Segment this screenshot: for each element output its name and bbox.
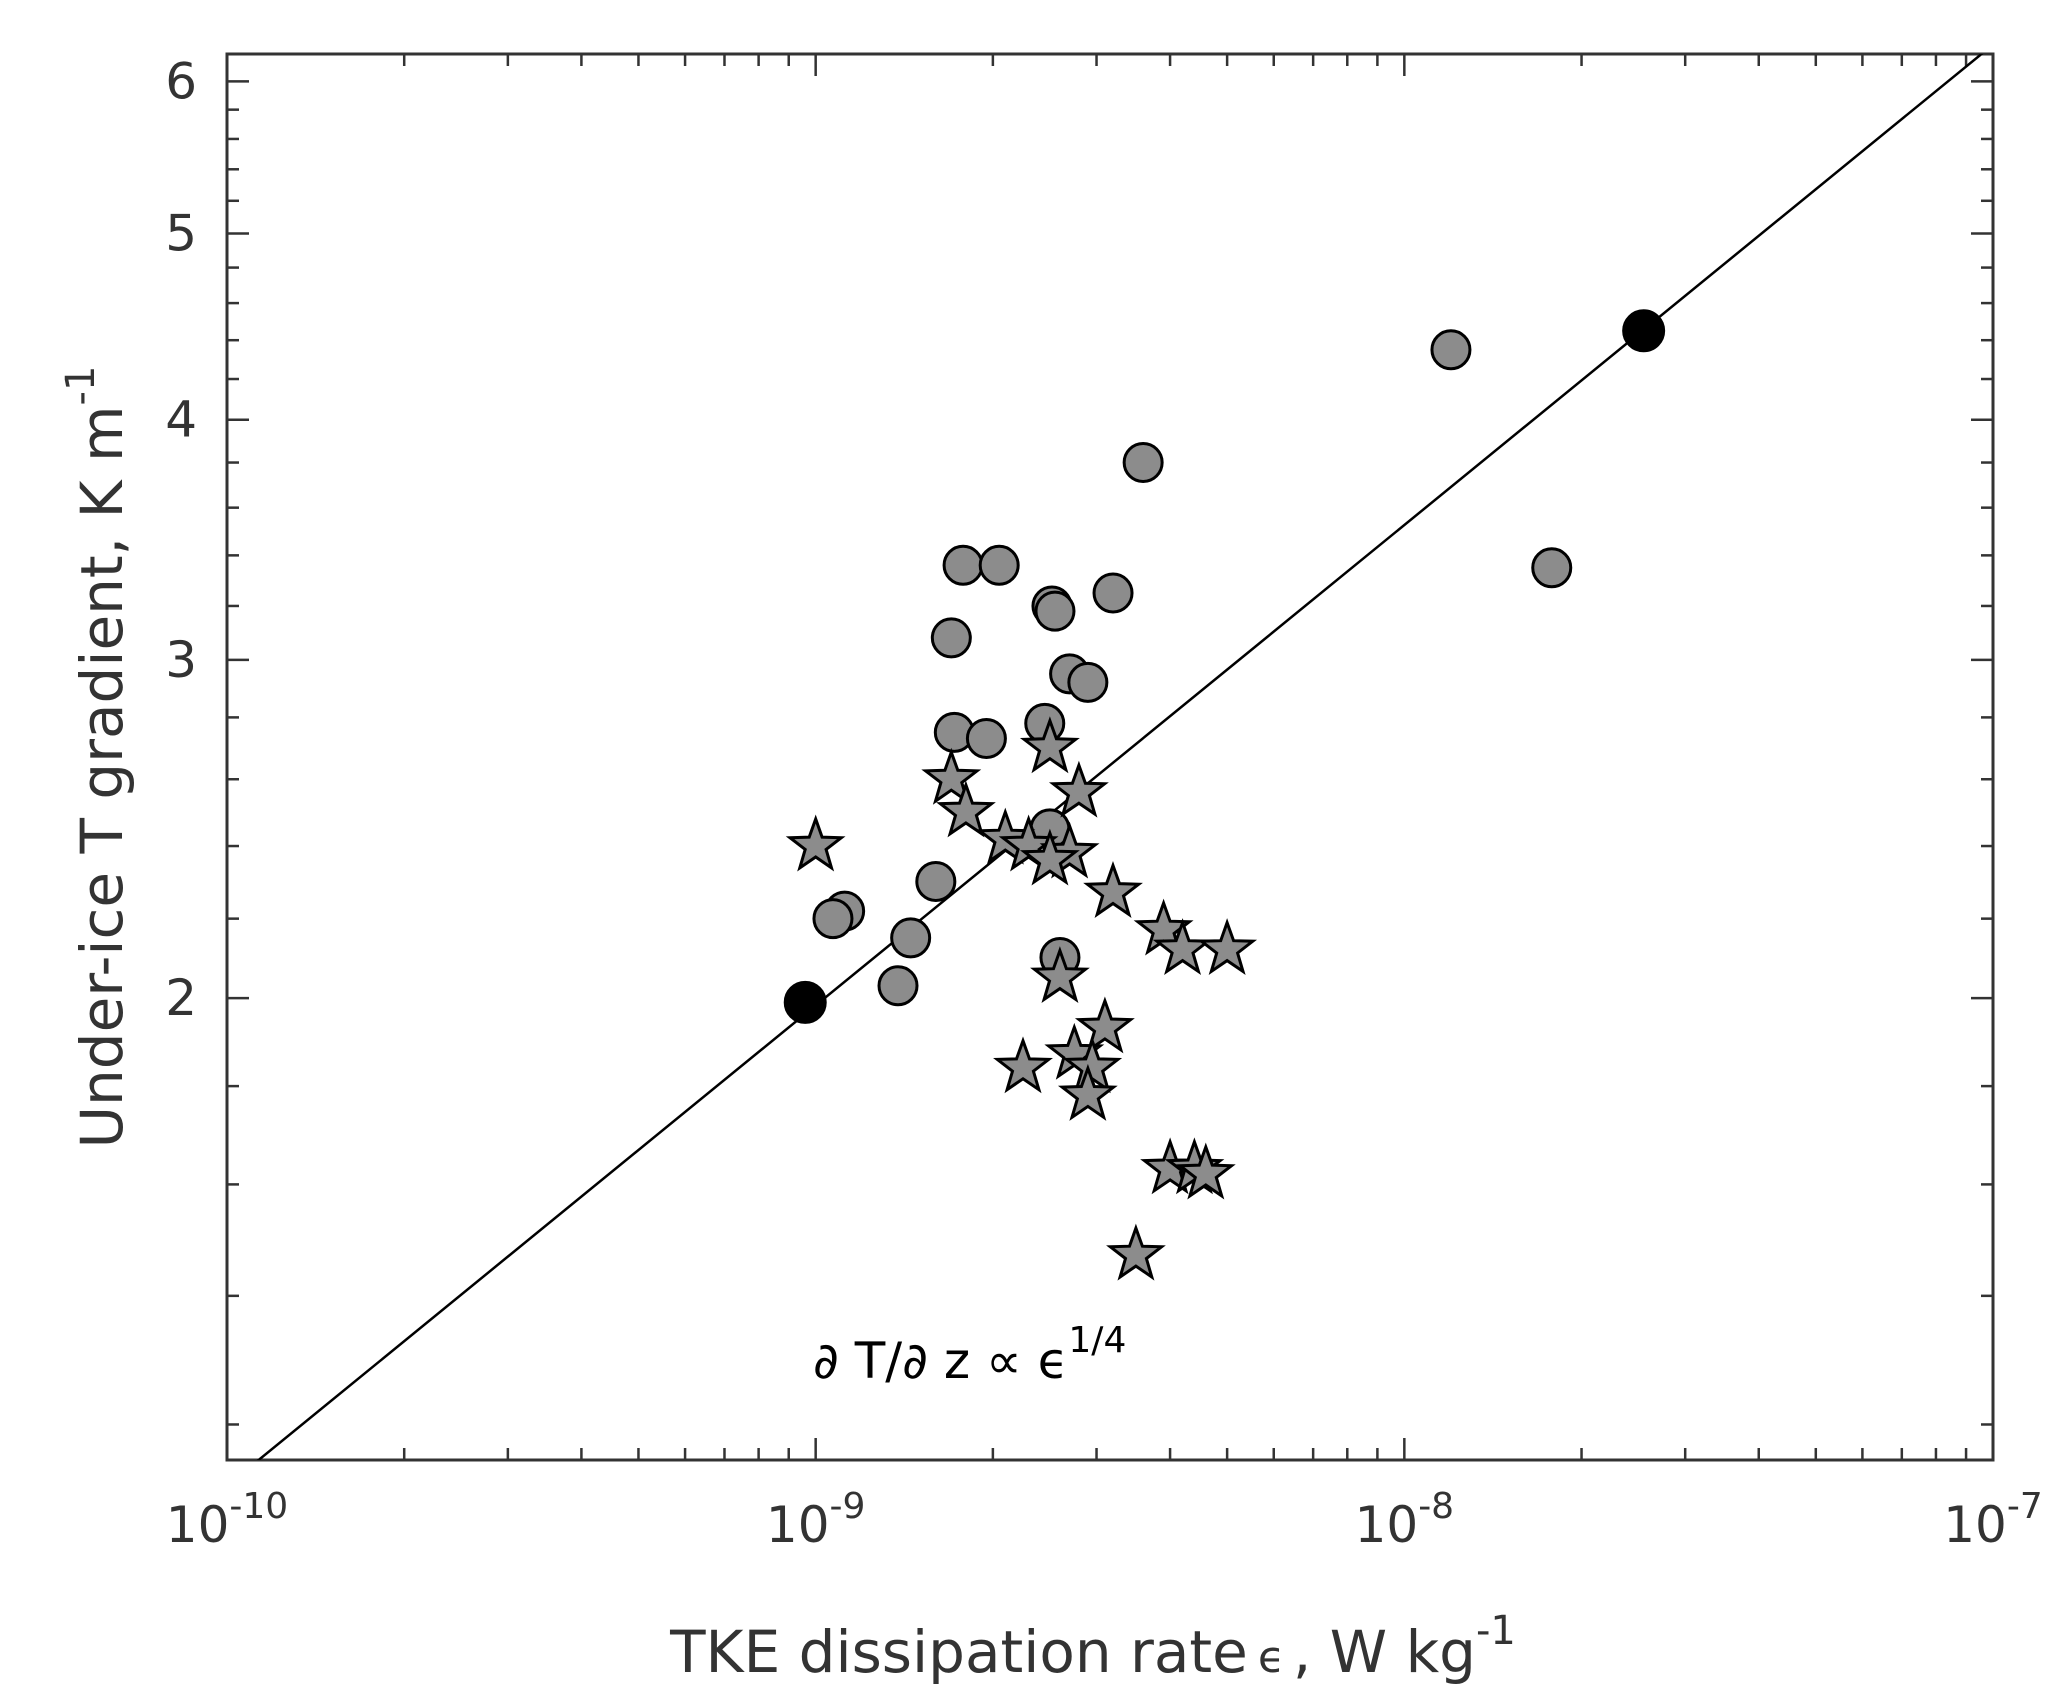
highlight-circle-marker: [1622, 309, 1666, 353]
star-marker: [1106, 1223, 1166, 1281]
circle-marker: [965, 718, 1007, 760]
circle-marker: [1430, 329, 1472, 371]
y-tick-label: 5: [165, 205, 197, 263]
star-marker: [1057, 1063, 1118, 1121]
circle-marker: [1034, 590, 1076, 632]
x-tick-label: 10-8: [1355, 1486, 1455, 1554]
x-axis-label-main: TKE dissipation rate: [669, 1618, 1248, 1686]
highlight-circle-marker: [783, 980, 827, 1024]
star-marker: [1197, 918, 1258, 976]
circle-marker: [930, 617, 972, 659]
y-tick-label: 3: [165, 631, 197, 689]
tick-labels: 10-10 10-9 10-8 10-7 2 3 4 5 6: [165, 52, 2043, 1554]
circle-marker: [1092, 572, 1134, 614]
x-tick-label: 10-9: [766, 1486, 866, 1554]
star-marker: [993, 1036, 1053, 1094]
circle-marker: [890, 917, 932, 959]
star-marker: [785, 814, 846, 872]
x-axis-label-symbol: ϵ: [1258, 1632, 1285, 1683]
fit-annotation-exp: 1/4: [1068, 1320, 1126, 1361]
star-marker: [1083, 861, 1143, 919]
y-axis-label-main: Under-ice T gradient, K m: [68, 405, 136, 1148]
fit-annotation-text: ∂ T/∂ z ∝ ϵ: [813, 1332, 1068, 1390]
plot-frame: [225, 52, 1995, 1462]
circle-marker: [1531, 547, 1573, 589]
circle-marker: [1122, 442, 1164, 484]
fit-line: [256, 54, 1984, 1460]
circle-marker: [942, 544, 984, 586]
x-axis-label-unit: , W kg: [1293, 1618, 1476, 1686]
circle-marker: [812, 898, 854, 940]
x-axis-label-exp: -1: [1476, 1608, 1516, 1654]
star-marker: [1030, 946, 1090, 1004]
y-axis-label-exp: -1: [58, 366, 104, 406]
star-marker: [921, 747, 982, 805]
star-marker: [1175, 1142, 1236, 1200]
y-tick-label: 6: [165, 52, 197, 110]
star-marker: [936, 780, 996, 838]
x-tick-label: 10-10: [166, 1486, 288, 1554]
axis-ticks: [225, 52, 1995, 1460]
y-tick-label: 2: [165, 969, 197, 1027]
y-tick-label: 4: [165, 391, 197, 449]
x-axis-label: TKE dissipation rate ϵ, W kg-1: [669, 1608, 1516, 1686]
star-marker: [1048, 760, 1109, 818]
circle-marker: [877, 965, 919, 1007]
y-axis-label: Under-ice T gradient, K m-1: [58, 366, 136, 1149]
star-marker: [1074, 996, 1135, 1054]
x-tick-label: 10-7: [1943, 1486, 2043, 1554]
star-marker: [1019, 828, 1080, 886]
circle-marker: [915, 861, 957, 903]
circle-marker: [978, 544, 1020, 586]
circle-marker: [1067, 661, 1109, 703]
star-marker: [1019, 716, 1080, 774]
data-markers: [783, 309, 1666, 1281]
fit-annotation: ∂ T/∂ z ∝ ϵ1/4: [813, 1320, 1126, 1390]
